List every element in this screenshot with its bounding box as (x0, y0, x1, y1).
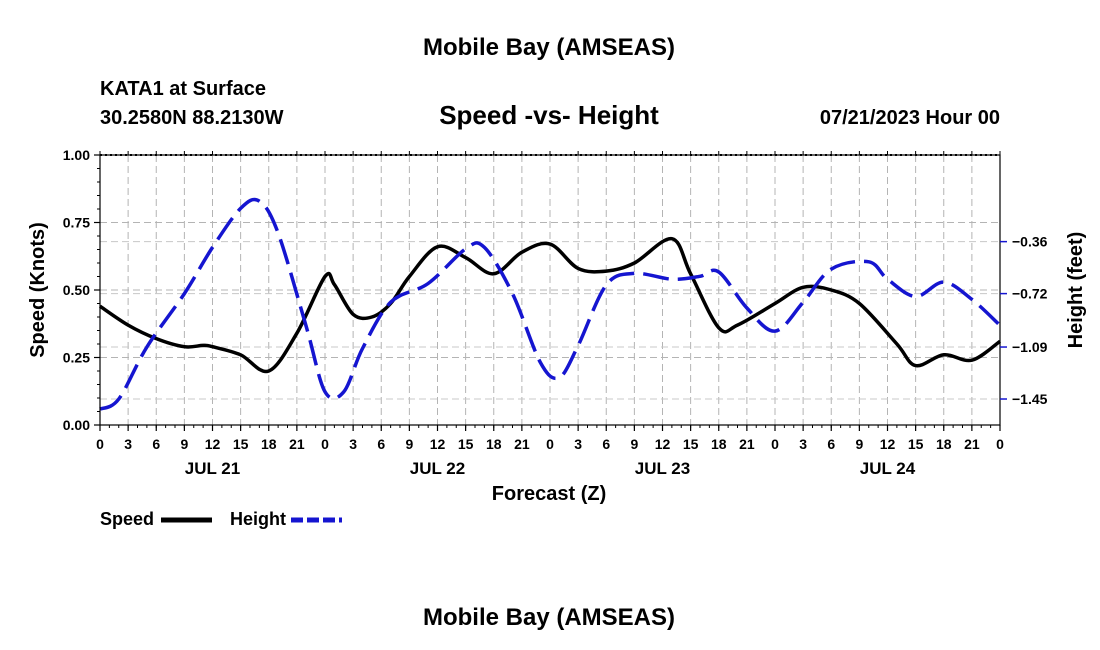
y-tick-label-left: 0.75 (63, 215, 90, 231)
x-tick-label: 0 (96, 436, 104, 452)
x-tick-label: 3 (124, 436, 132, 452)
y-tick-label-left: 0.00 (63, 417, 90, 433)
day-label: JUL 24 (860, 459, 916, 478)
x-tick-label: 12 (205, 436, 221, 452)
x-tick-label: 6 (827, 436, 835, 452)
series-layer (99, 197, 1002, 411)
x-tick-label: 15 (683, 436, 699, 452)
y-tick-label-left: 1.00 (63, 147, 90, 163)
x-tick-label: 9 (855, 436, 863, 452)
y-tick-label-right: −0.36 (1012, 234, 1048, 250)
coordinates-label: 30.2580N 88.2130W (100, 107, 284, 129)
x-tick-label: 6 (152, 436, 160, 452)
x-tick-label: 0 (546, 436, 554, 452)
x-tick-label: 18 (936, 436, 952, 452)
x-tick-label: 9 (180, 436, 188, 452)
legend-height-label: Height (230, 509, 286, 529)
x-tick-label: 3 (349, 436, 357, 452)
chart-title: Speed -vs- Height (439, 100, 659, 130)
grid (100, 155, 1000, 425)
x-tick-label: 18 (261, 436, 277, 452)
station-label: KATA1 at Surface (100, 78, 266, 100)
x-tick-label: 12 (880, 436, 896, 452)
page-title: Mobile Bay (AMSEAS) (423, 34, 675, 61)
x-tick-label: 3 (799, 436, 807, 452)
x-tick-label: 3 (574, 436, 582, 452)
day-label: JUL 21 (185, 459, 240, 478)
day-label: JUL 23 (635, 459, 690, 478)
x-tick-label: 18 (711, 436, 727, 452)
legend-speed-label: Speed (100, 509, 154, 529)
x-tick-label: 21 (739, 436, 755, 452)
series-line-speed (99, 236, 1002, 374)
x-tick-label: 9 (630, 436, 638, 452)
x-tick-label: 15 (908, 436, 924, 452)
x-tick-label: 21 (964, 436, 980, 452)
x-tick-label: 0 (321, 436, 329, 452)
y-tick-label-right: −0.72 (1012, 286, 1048, 302)
x-tick-label: 18 (486, 436, 502, 452)
axes: 0.00 0.25 0.50 0.75 1.00 −1.45 −1.09 −0.72 −0.36… (63, 147, 1048, 478)
x-tick-label: 6 (377, 436, 385, 452)
y-tick-label-right: −1.45 (1012, 391, 1048, 407)
x-tick-label: 0 (771, 436, 779, 452)
legend: Speed Height (100, 509, 342, 529)
page-title-bottom: Mobile Bay (AMSEAS) (423, 604, 675, 631)
x-tick-label: 15 (233, 436, 249, 452)
y-axis-label-right: Height (feet) (1065, 232, 1087, 349)
y-tick-label-left: 0.25 (63, 350, 90, 366)
x-tick-label: 9 (405, 436, 413, 452)
y-tick-label-left: 0.50 (63, 282, 90, 298)
x-tick-label: 12 (430, 436, 446, 452)
x-axis-label: Forecast (Z) (492, 483, 606, 505)
y-axis-label-left: Speed (Knots) (27, 222, 49, 358)
forecast-datetime: 07/21/2023 Hour 00 (820, 107, 1000, 129)
series-line-height (99, 197, 1002, 411)
x-tick-label: 12 (655, 436, 671, 452)
x-tick-label: 6 (602, 436, 610, 452)
x-tick-label: 15 (458, 436, 474, 452)
x-tick-label: 21 (514, 436, 530, 452)
x-tick-label: 0 (996, 436, 1004, 452)
x-tick-label: 21 (289, 436, 305, 452)
y-tick-label-right: −1.09 (1012, 339, 1048, 355)
day-label: JUL 22 (410, 459, 465, 478)
